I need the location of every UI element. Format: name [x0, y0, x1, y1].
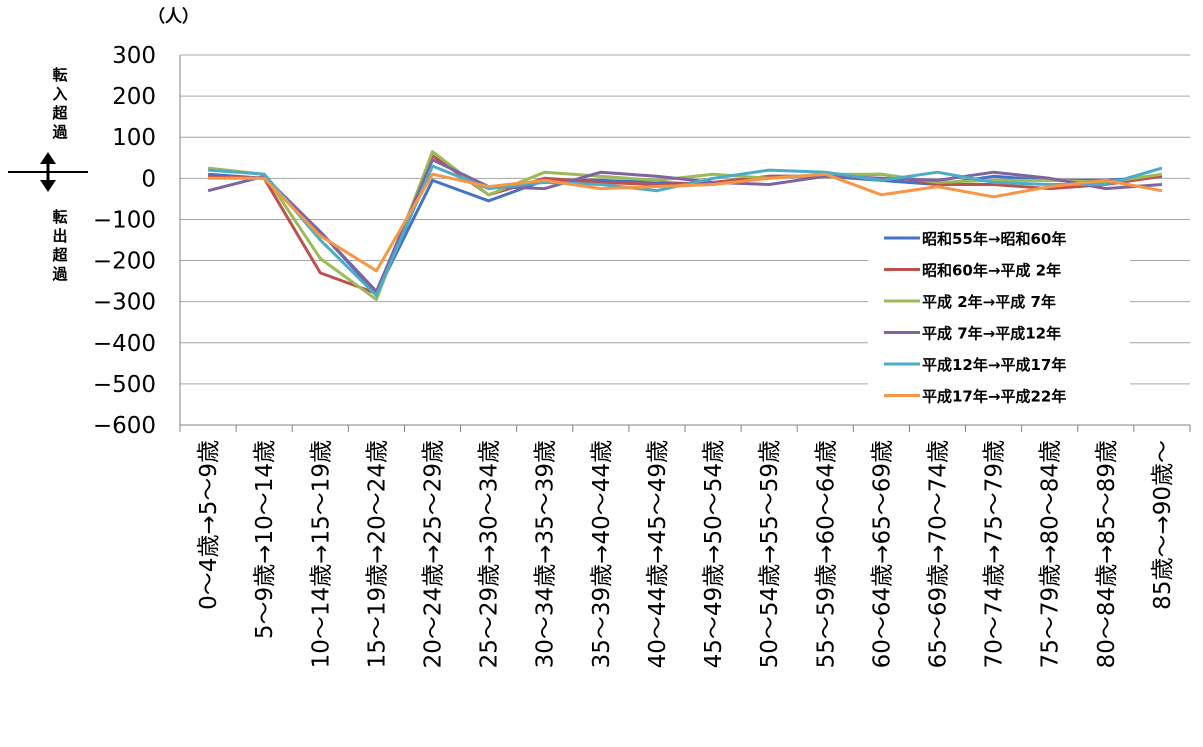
- series-lines: [207, 150, 1163, 302]
- y-tick-label: 0: [141, 166, 156, 192]
- y-tick-label: −500: [93, 372, 156, 398]
- y-tick-label: 300: [112, 43, 156, 69]
- inflow-annotation: 転入超過: [51, 66, 68, 141]
- x-tick-label: 15～19歳→20～24歳: [364, 440, 390, 668]
- y-tick-label: 200: [112, 84, 156, 110]
- y-tick-label: −300: [93, 290, 156, 316]
- series-line: [208, 172, 1163, 273]
- x-tick-label: 0～4歳→5～9歳: [196, 440, 222, 610]
- x-tick-label: 40～44歳→45～49歳: [645, 440, 671, 668]
- x-tick-label: 10～14歳→15～19歳: [308, 440, 334, 668]
- up-down-arrow-icon: [8, 152, 88, 192]
- y-tick-label: −600: [93, 413, 156, 439]
- annotation-text: 転入超過: [51, 66, 68, 141]
- x-tick-label: 5～9歳→10～14歳: [252, 440, 278, 639]
- x-tick-label: 70～74歳→75～79歳: [982, 440, 1008, 668]
- x-tick-label: 80～84歳→85～89歳: [1094, 440, 1120, 668]
- x-tick-label: 20～24歳→25～29歳: [421, 440, 447, 668]
- legend-label: 平成 2年→平成 7年: [922, 293, 1056, 311]
- x-tick-label: 75～79歳→80～84歳: [1038, 440, 1064, 668]
- x-tick-label: 60～64歳→65～69歳: [869, 440, 895, 668]
- legend-label: 昭和60年→平成 2年: [922, 262, 1061, 280]
- y-unit-label: （人）: [148, 6, 199, 27]
- x-tick-label: 45～49歳→50～54歳: [701, 440, 727, 668]
- x-tick-label: 30～34歳→35～39歳: [533, 440, 559, 668]
- legend-label: 昭和55年→昭和60年: [922, 230, 1066, 248]
- series-line: [207, 158, 1163, 293]
- y-tick-label: −400: [93, 331, 156, 357]
- y-tick-label: −100: [93, 207, 156, 233]
- x-tick-label: 35～39歳→40～44歳: [589, 440, 615, 668]
- x-tick-label: 50～54歳→55～59歳: [757, 440, 783, 668]
- x-tick-label: 65～69歳→70～74歳: [926, 440, 952, 668]
- x-tick-label: 55～59歳→60～64歳: [813, 440, 839, 668]
- y-tick-label: −200: [93, 249, 156, 275]
- x-axis: 0～4歳→5～9歳 5～9歳→10～14歳 10～14歳→15～19歳 15～19歳→…: [179, 425, 1191, 668]
- y-axis-ticks: 300 200 100 0 −100 −200 −300 −400 −500 −600: [93, 43, 156, 439]
- x-tick-label: 85歳～→90歳～: [1150, 440, 1176, 610]
- series-line: [207, 150, 1163, 302]
- x-tick-label: 25～29歳→30～34歳: [477, 440, 503, 668]
- legend-label: 平成12年→平成17年: [922, 356, 1066, 374]
- legend-box: [868, 222, 1130, 420]
- legend-label: 平成 7年→平成12年: [922, 325, 1061, 343]
- legend-label: 平成17年→平成22年: [922, 388, 1066, 406]
- outflow-annotation: 転出超過: [51, 208, 68, 283]
- y-tick-label: 100: [112, 125, 156, 151]
- annotation-text: 転出超過: [51, 208, 68, 283]
